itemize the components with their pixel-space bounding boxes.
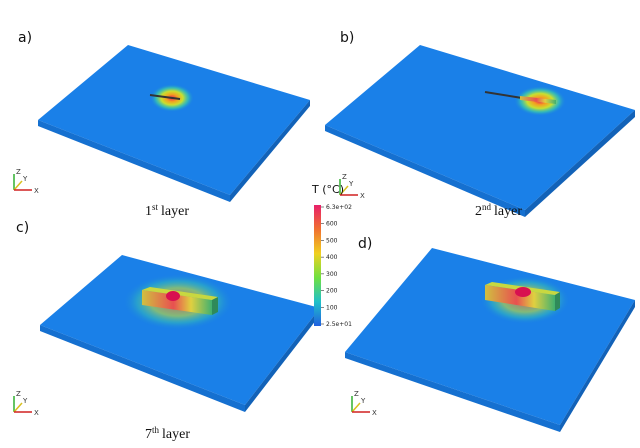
deposit-top [142,287,218,300]
panel-d: d) [345,236,635,432]
panel-label: b) [340,30,354,46]
triad-label: X [34,187,39,195]
panel-label: d) [358,236,372,252]
colorbar-tick-label: 600 [326,221,338,228]
colorbar-title: T (°C) [311,183,344,196]
triad-label: Y [22,397,28,405]
plate-front [38,120,230,202]
deposit-wall [485,285,555,311]
triad-label: X [360,192,365,200]
colorbar-tick-label: 400 [326,254,338,261]
triad-label: Y [22,175,28,183]
panel-label: c) [16,220,29,236]
plate [40,255,320,405]
panel-label: a) [18,30,32,46]
colorbar-tick-label: 500 [326,237,338,244]
track [149,94,181,100]
panel-b: b) 2nd layer [325,30,635,219]
triad-y [339,185,349,196]
track [484,91,523,99]
plate-side [525,110,635,217]
triad-y [13,180,23,191]
panel-a: a) 1st layer [18,30,310,219]
triad-label: X [372,409,377,417]
triad-label: Z [342,173,347,181]
deposit-end [555,292,560,311]
plate [38,45,310,195]
deposit-end [212,297,218,315]
caption: 7th layer [145,425,190,442]
plate-front [40,325,245,412]
plate [325,45,635,210]
panel-c: c) 7th layer [16,220,320,442]
colorbar-tick-label: 100 [326,304,338,311]
colorbar: T (°C) 6.3e+02 600 500 400 300 200 100 2.5e+01 [311,183,352,328]
plate [345,248,635,425]
plate-front [325,125,525,217]
colorbar-ramp [314,205,321,326]
triad-y [351,402,361,413]
caption: 1st layer [145,202,189,219]
melt-pool [166,291,180,301]
triad-label: Z [354,390,359,398]
deposit-wall [142,290,212,315]
colorbar-tick-label: 6.3e+02 [326,204,352,211]
colorbar-tick-label: 300 [326,271,338,278]
triad-label: X [34,409,39,417]
triad-label: Z [16,168,21,176]
plate-front [345,352,560,432]
deposit [520,96,556,104]
plate-side [230,100,310,202]
triad-label: Y [360,397,366,405]
caption: 2nd layer [475,202,522,219]
triad-y [13,402,23,413]
colorbar-ticks: 6.3e+02 600 500 400 300 200 100 2.5e+01 [321,204,352,328]
triad-label: Z [16,390,21,398]
plate-side [560,300,635,432]
triad-label: Y [348,180,354,188]
colorbar-tick-label: 200 [326,288,338,295]
plate-side [245,308,320,412]
colorbar-tick-label: 2.5e+01 [326,321,352,328]
melt-pool [515,287,531,297]
